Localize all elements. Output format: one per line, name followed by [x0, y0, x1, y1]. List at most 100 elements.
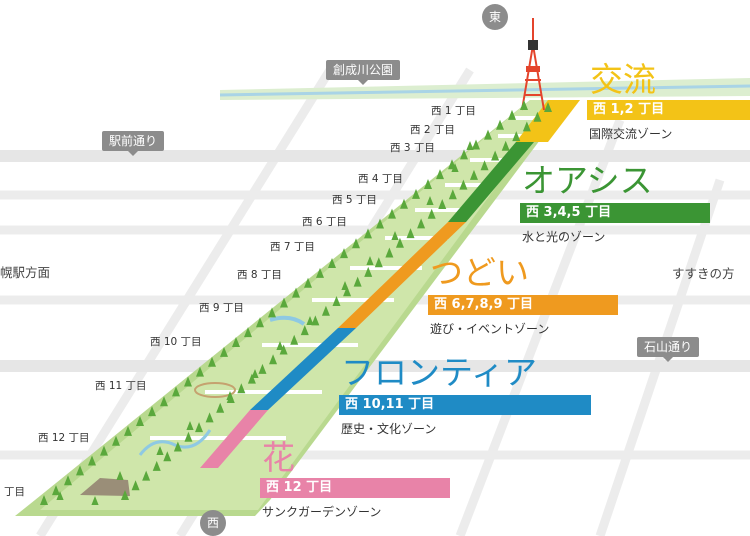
tree-icon: [152, 460, 161, 471]
zone-stripe-koryu: [516, 100, 580, 142]
tree-icon: [388, 208, 396, 219]
tree-icon: [216, 402, 225, 413]
zone-desc-tsudoi: 遊び・イベントゾーン: [430, 322, 550, 336]
tree-icon: [459, 179, 468, 190]
trees: [40, 100, 552, 505]
tree-icon: [40, 495, 48, 505]
street-label: 丁目: [4, 486, 25, 498]
street-label: 西 3 丁目: [390, 142, 435, 154]
tree-icon: [173, 441, 182, 452]
tree-icon: [112, 435, 120, 446]
tree-icon: [196, 366, 204, 377]
ekimae-street-sign: 駅前通り: [102, 131, 165, 156]
tree-icon: [292, 287, 300, 298]
tree-icon: [148, 406, 156, 417]
tree-icon: [424, 179, 432, 189]
street-label: 西 10 丁目: [150, 336, 202, 348]
tree-icon: [328, 258, 336, 268]
tree-icon: [544, 102, 552, 112]
tree-icon: [391, 231, 399, 240]
tree-icon: [406, 228, 415, 239]
tree-icon: [332, 296, 341, 306]
zone-stripe-hana: [200, 410, 268, 468]
zone-label-frontier: 西 10,11 丁目: [339, 395, 591, 415]
tree-icon: [466, 141, 474, 150]
tree-icon: [156, 446, 164, 455]
ishiyama-street-sign: 石山通り: [637, 337, 700, 362]
tree-icon: [480, 160, 489, 171]
tree-icon: [268, 307, 276, 318]
tree-icon: [460, 149, 468, 160]
street-label: 西 1 丁目: [431, 105, 476, 117]
tree-icon: [280, 297, 288, 308]
tree-icon: [279, 344, 288, 355]
tree-icon: [448, 189, 457, 200]
tree-icon: [121, 490, 129, 500]
tree-icon: [496, 119, 504, 130]
tree-icon: [256, 317, 264, 328]
tree-icon: [427, 208, 436, 219]
tree-icon: [374, 257, 383, 268]
tree-icon: [76, 465, 84, 476]
zone-title-hana: 花: [262, 438, 295, 477]
tree-icon: [491, 150, 500, 161]
tree-icon: [258, 363, 267, 374]
tree-icon: [343, 286, 352, 297]
tree-icon: [91, 496, 99, 505]
zone-stripe-tsudoi: [338, 222, 466, 328]
tree-icon: [400, 198, 408, 209]
tree-icon: [522, 121, 531, 132]
zone-label-tsudoi: 西 6,7,8,9 丁目: [428, 295, 618, 315]
tree-icon: [184, 431, 193, 442]
tree-icon: [364, 228, 372, 239]
ishiyama-road: [0, 360, 750, 372]
tree-icon: [244, 327, 252, 338]
zone-title-oasis: オアシス: [522, 161, 653, 200]
tree-icon: [247, 373, 256, 384]
sosei-river: [219, 84, 750, 97]
zone-desc-hana: サンクガーデンゾーン: [262, 505, 382, 519]
tree-icon: [237, 383, 246, 394]
tree-icon: [56, 491, 64, 500]
zone-stripe-frontier: [250, 328, 356, 410]
tree-icon: [136, 416, 144, 426]
tree-icon: [186, 421, 194, 430]
tree-icon: [364, 266, 373, 277]
tree-icon: [195, 422, 204, 433]
street-label: 西 11 丁目: [95, 380, 147, 392]
tree-icon: [341, 281, 349, 290]
street-label: 西 7 丁目: [270, 241, 315, 253]
tree-icon: [52, 485, 60, 496]
ekimae-road: [0, 150, 750, 162]
zone-label-hana: 西 12 丁目: [260, 478, 450, 498]
direction-left: 幌駅方面: [0, 265, 51, 280]
street-label: 西 9 丁目: [199, 302, 244, 314]
tree-icon: [438, 199, 447, 209]
tree-icon: [352, 238, 360, 249]
tree-icon: [311, 315, 320, 326]
tree-icon: [501, 140, 510, 151]
zone-label-koryu: 西 1,2 丁目: [587, 100, 750, 120]
tree-icon: [300, 325, 309, 336]
tree-icon: [520, 100, 528, 110]
tree-icon: [376, 218, 384, 229]
tree-icon: [184, 376, 192, 387]
tree-icon: [412, 188, 420, 199]
tree-icon: [508, 109, 516, 120]
street-label: 西 4 丁目: [358, 173, 403, 185]
tree-icon: [306, 316, 314, 325]
tree-icon: [321, 305, 330, 316]
tree-icon: [366, 256, 374, 265]
compass-west: 西: [200, 510, 226, 536]
zone-title-frontier: フロンティア: [341, 353, 538, 392]
tree-icon: [100, 445, 108, 456]
zone-desc-oasis: 水と光のゾーン: [522, 230, 606, 244]
tree-icon: [142, 470, 151, 481]
tree-icon: [269, 354, 278, 365]
tree-icon: [160, 396, 168, 407]
tree-icon: [124, 425, 132, 436]
tree-icon: [88, 455, 96, 466]
tree-icon: [417, 218, 426, 229]
tree-icon: [484, 129, 492, 140]
tree-icon: [64, 475, 72, 486]
